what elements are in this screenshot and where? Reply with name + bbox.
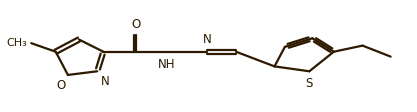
Text: N: N [101, 75, 110, 88]
Text: CH₃: CH₃ [7, 38, 28, 48]
Text: O: O [132, 18, 141, 31]
Text: N: N [203, 33, 212, 46]
Text: O: O [56, 79, 65, 92]
Text: S: S [306, 77, 313, 90]
Text: NH: NH [158, 58, 176, 71]
